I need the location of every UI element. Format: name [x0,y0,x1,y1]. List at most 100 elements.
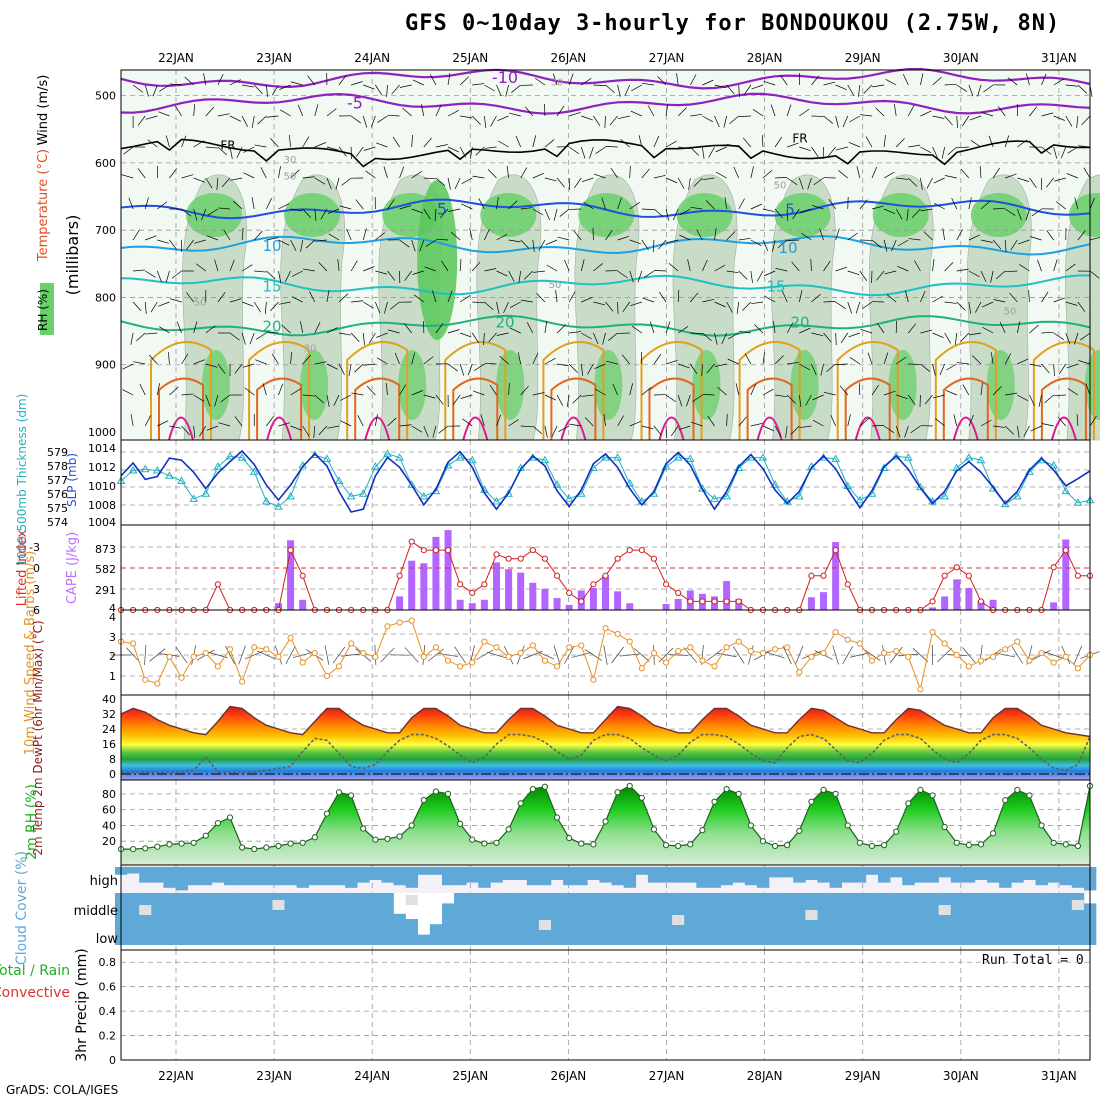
wind-barb [970,140,982,148]
wind-barb [653,353,662,365]
wind-barb [234,363,243,374]
wind-barb [168,352,170,365]
isotherm-25-dome [542,341,605,440]
rh2m-marker [444,790,452,797]
contour-label: 5 [437,200,447,219]
wind-barb [411,425,423,433]
contour-label: 5 [785,201,795,219]
wind-barb [605,360,618,365]
wind10-marker [638,665,645,672]
thickness-marker [625,478,635,487]
wind-barb [425,239,437,247]
thickness-y-tick: 579 [47,446,68,459]
upper-y-tick: 500 [95,90,116,103]
wind-barb [823,301,836,303]
wind-barb [484,268,497,272]
contour-label: 30 [551,78,564,89]
wind-barb [1041,146,1052,155]
wind-barb [883,239,888,252]
wind-barb [399,384,407,396]
rh2m-marker [239,844,246,851]
rh-moist-area [284,193,341,237]
cape-y-tick: 873 [95,543,116,556]
wind-barb [243,146,255,153]
wind-barb [508,383,510,396]
lifted-index-marker [481,581,488,588]
thickness-marker [1012,491,1022,500]
wind-barb [602,332,606,345]
wind-barb [447,110,459,117]
wind-barb [230,177,243,181]
wind-barb [420,104,425,117]
cloud-gap [272,900,285,910]
wind10-marker [202,649,209,657]
thickness-marker [540,455,550,464]
wind-barb [218,422,231,427]
wind-barb [956,84,968,92]
wind-barb [954,332,958,345]
wind-barb [326,177,332,190]
lifted-index-marker [723,598,730,605]
cloud-mid-bar [381,893,394,945]
wind-barb [350,332,360,343]
wind10-marker [590,676,597,683]
rh2m-marker [711,798,718,805]
wind-barb [657,76,667,86]
wind-barb [581,177,594,183]
wind-barb [835,301,846,310]
wind-barb [897,239,909,247]
wind-barb [856,166,861,179]
wind-barb [820,363,824,376]
thickness-marker [552,480,562,488]
wind-barb [641,168,650,179]
rh2m-marker [190,839,197,846]
rh2m-marker [517,800,524,807]
wind-barb [490,115,497,127]
cloud-mid-bar [223,893,237,945]
wind-barb [532,352,539,365]
wind10-marker [747,648,754,655]
wind-barb [904,425,909,438]
wind-barb [229,332,240,341]
wind-barb [411,171,422,179]
wind-barb [568,146,580,155]
wind-barb [434,208,437,221]
upper-y-tick: 600 [95,157,116,170]
wind-barb [735,383,740,396]
wind-barb [241,228,244,241]
wind10-marker [602,625,609,632]
wind-barb [762,425,775,432]
rh2m-marker [469,836,476,843]
wind-barb [424,266,437,272]
cape-bar [614,591,622,610]
wind-barb [743,84,752,96]
wind-barb [314,142,327,148]
wind-barb [205,106,215,117]
wind-barb [847,301,852,314]
wind10-y-tick: 1 [109,670,116,683]
wind-barb [439,208,449,219]
thickness-marker [916,482,925,491]
wind-barb [387,329,400,334]
rh2m-y-tick: 80 [102,788,116,801]
cloud-high-bar [1011,867,1024,883]
wind-barb [509,327,521,334]
wind-barb [717,387,727,396]
rh-moist-area [480,193,537,237]
rh2m-marker [650,826,658,833]
lifted-index-marker [517,555,524,562]
wind-barb [960,168,970,179]
wind-barb [896,394,908,400]
thickness-marker [419,491,429,500]
isotherm-minus-5 [120,92,1091,115]
wind-barb [508,112,521,117]
wind-barb [968,414,974,427]
wind-barb [278,203,290,210]
x-tick-label-bottom: 28JAN [747,1069,783,1083]
lifted-index-marker [844,581,851,588]
wind-barb [145,235,157,241]
thickness-marker [964,453,974,461]
wind-barb [969,332,982,336]
wind10-barb [175,646,188,664]
wind-barb [775,267,788,272]
